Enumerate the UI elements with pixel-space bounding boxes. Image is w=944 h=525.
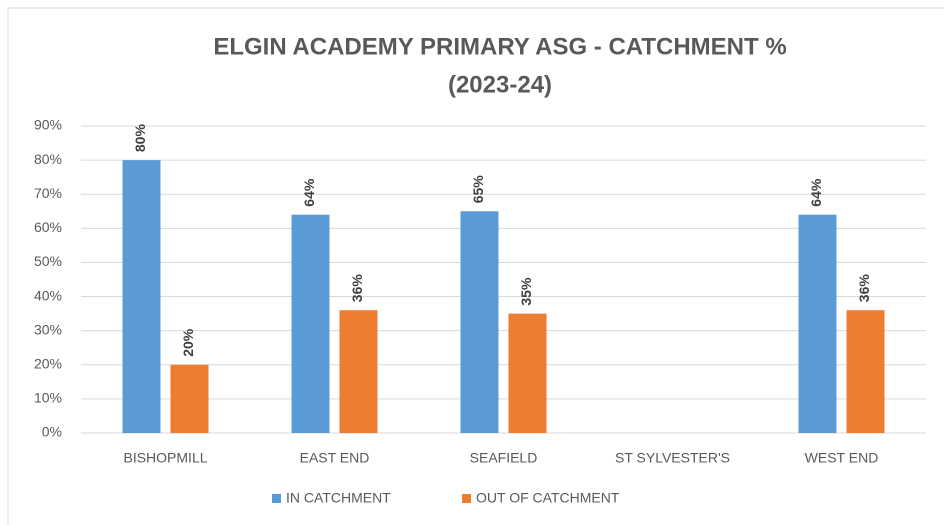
y-tick-label: 10% bbox=[34, 390, 62, 406]
legend-swatch bbox=[272, 494, 281, 503]
x-tick-label: EAST END bbox=[300, 450, 370, 466]
x-tick-label: BISHOPMILL bbox=[123, 450, 207, 466]
bar bbox=[339, 310, 378, 433]
y-tick-label: 30% bbox=[34, 321, 62, 337]
bar bbox=[291, 214, 330, 433]
bar bbox=[460, 211, 499, 433]
legend-label: OUT OF CATCHMENT bbox=[476, 490, 620, 506]
y-tick-label: 20% bbox=[34, 355, 62, 371]
data-label: 20% bbox=[180, 328, 196, 357]
bar bbox=[508, 313, 547, 433]
data-label: 80% bbox=[132, 124, 148, 153]
y-tick-label: 70% bbox=[34, 185, 62, 201]
chart-title: ELGIN ACADEMY PRIMARY ASG - CATCHMENT % bbox=[213, 33, 786, 60]
y-tick-label: 0% bbox=[42, 424, 62, 440]
data-label: 65% bbox=[470, 175, 486, 204]
legend-swatch bbox=[462, 494, 471, 503]
data-label: 64% bbox=[808, 178, 824, 207]
bar bbox=[122, 160, 161, 433]
y-tick-label: 50% bbox=[34, 253, 62, 269]
y-tick-label: 80% bbox=[34, 151, 62, 167]
y-tick-label: 60% bbox=[34, 219, 62, 235]
bar bbox=[846, 310, 885, 433]
data-label: 35% bbox=[518, 277, 534, 306]
data-label: 36% bbox=[856, 274, 872, 303]
chart-title: (2023-24) bbox=[448, 71, 552, 98]
y-tick-label: 90% bbox=[34, 117, 62, 133]
bar bbox=[798, 214, 837, 433]
legend-label: IN CATCHMENT bbox=[286, 490, 391, 506]
y-tick-label: 40% bbox=[34, 287, 62, 303]
bar bbox=[170, 364, 209, 433]
x-tick-label: WEST END bbox=[805, 450, 879, 466]
data-label: 64% bbox=[301, 178, 317, 207]
data-label: 36% bbox=[349, 274, 365, 303]
x-tick-label: ST SYLVESTER'S bbox=[615, 450, 730, 466]
x-tick-label: SEAFIELD bbox=[470, 450, 538, 466]
